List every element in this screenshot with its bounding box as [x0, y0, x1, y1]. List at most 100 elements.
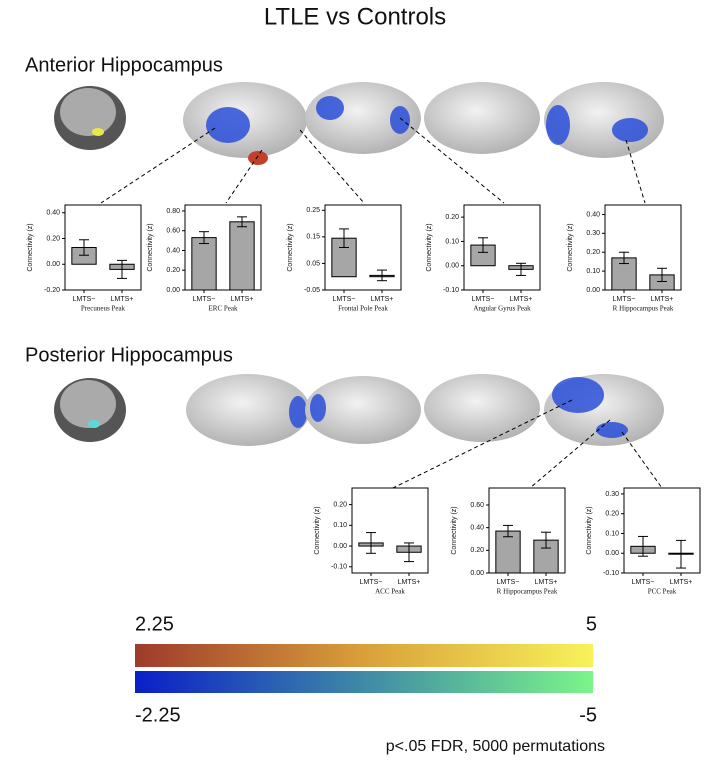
x-tick-label: LMTS+	[510, 296, 533, 303]
y-tick-label: 0.15	[306, 234, 320, 241]
x-tick-label: LMTS−	[632, 579, 655, 586]
y-tick-label: 0.20	[470, 547, 484, 554]
x-tick-label: LMTS−	[333, 296, 356, 303]
y-tick-label: 0.00	[605, 550, 619, 557]
section-title: Posterior Hippocampus	[25, 344, 233, 366]
y-axis-label: Connectivity (z)	[147, 223, 154, 271]
error-bar	[478, 237, 488, 253]
plot-frame	[463, 204, 541, 291]
x-tick-label: LMTS−	[613, 296, 636, 303]
y-tick-label: 0.20	[46, 235, 60, 242]
y-axis-label: Connectivity (z)	[586, 506, 593, 554]
y-tick-label: 0.10	[586, 268, 600, 275]
y-tick-label: 0.00	[166, 287, 180, 294]
y-axis-label: Connectivity (z)	[314, 506, 321, 554]
bar	[495, 530, 521, 574]
y-tick-label: -0.20	[44, 287, 60, 294]
y-tick-label: -0.10	[443, 287, 459, 294]
plot-frame	[351, 487, 429, 574]
y-tick-label: 0.00	[46, 261, 60, 268]
y-tick-label: 0.60	[470, 502, 484, 509]
y-axis-label: Connectivity (z)	[287, 223, 294, 271]
x-tick-label: LMTS−	[193, 296, 216, 303]
error-bar	[503, 524, 513, 538]
colorbar-positive	[135, 644, 593, 667]
x-tick-label: LMTS+	[670, 579, 693, 586]
error-bar	[676, 539, 686, 569]
bar	[191, 237, 217, 291]
y-tick-label: -0.10	[331, 564, 347, 571]
x-tick-label: LMTS−	[73, 296, 96, 303]
x-tick-label: LMTS+	[231, 296, 254, 303]
y-axis-label: Connectivity (z)	[27, 223, 34, 271]
colorbar-negative	[135, 671, 593, 693]
y-tick-label: 0.00	[333, 543, 347, 550]
y-tick-label: 0.20	[445, 214, 459, 221]
error-bar	[377, 269, 387, 282]
plot-frame	[604, 204, 682, 291]
x-tick-label: LMTS−	[360, 579, 383, 586]
x-axis-label: ERC Peak	[209, 305, 238, 313]
y-tick-label: 0.20	[166, 267, 180, 274]
error-bar	[339, 228, 349, 248]
error-bar	[366, 532, 376, 554]
colorbar-label: 2.25	[135, 613, 174, 635]
footnote: p<.05 FDR, 5000 permutations	[386, 738, 605, 755]
y-axis-label: Connectivity (z)	[426, 223, 433, 271]
y-tick-label: 0.20	[586, 249, 600, 256]
plot-frame	[488, 487, 566, 574]
connector-lines	[100, 117, 663, 489]
error-bar	[516, 262, 526, 276]
y-tick-label: 0.20	[605, 511, 619, 518]
y-tick-label: 0.10	[605, 530, 619, 537]
x-axis-label: ACC Peak	[375, 588, 405, 596]
error-bar	[657, 267, 667, 282]
x-axis-label: PCC Peak	[648, 588, 677, 596]
y-tick-label: 0.00	[470, 570, 484, 577]
plot-frame	[623, 487, 701, 574]
y-tick-label: 0.40	[586, 211, 600, 218]
x-tick-label: LMTS+	[111, 296, 134, 303]
error-bar	[199, 231, 209, 245]
x-tick-label: LMTS+	[398, 579, 421, 586]
colorbar-label: -2.25	[135, 704, 181, 726]
plot-frame	[184, 204, 262, 291]
x-axis-label: R Hippocampus Peak	[613, 305, 674, 313]
y-tick-label: 0.00	[586, 287, 600, 294]
y-axis-label: Connectivity (z)	[567, 223, 574, 271]
y-tick-label: 0.10	[333, 522, 347, 529]
x-axis-label: R Hippocampus Peak	[497, 588, 558, 596]
error-bar	[117, 259, 127, 279]
y-tick-label: 0.00	[445, 263, 459, 270]
x-tick-label: LMTS+	[535, 579, 558, 586]
colorbar-label: 5	[586, 613, 597, 635]
section-title: Anterior Hippocampus	[25, 54, 223, 76]
y-tick-label: 0.60	[166, 228, 180, 235]
x-tick-label: LMTS+	[371, 296, 394, 303]
error-bar	[404, 542, 414, 563]
plot-frame	[324, 204, 402, 291]
error-bar	[541, 531, 551, 549]
figure-title: LTLE vs Controls	[264, 3, 446, 30]
y-axis-label: Connectivity (z)	[451, 506, 458, 554]
bar	[229, 221, 255, 291]
error-bar	[237, 216, 247, 228]
x-tick-label: LMTS−	[472, 296, 495, 303]
y-tick-label: 0.30	[586, 230, 600, 237]
colorbar-label: -5	[579, 704, 597, 726]
x-axis-label: Precuneus Peak	[81, 305, 126, 313]
x-axis-label: Angular Gyrus Peak	[473, 305, 531, 313]
y-tick-label: 0.10	[445, 238, 459, 245]
y-tick-label: 0.30	[605, 491, 619, 498]
x-tick-label: LMTS+	[651, 296, 674, 303]
error-bar	[619, 251, 629, 265]
y-tick-label: 0.20	[333, 501, 347, 508]
y-tick-label: 0.40	[46, 210, 60, 217]
plot-frame	[64, 204, 142, 291]
y-tick-label: -0.05	[304, 287, 320, 294]
y-tick-label: 0.80	[166, 208, 180, 215]
error-bar	[79, 239, 89, 256]
y-tick-label: 0.05	[306, 260, 320, 267]
y-tick-label: -0.10	[603, 570, 619, 577]
